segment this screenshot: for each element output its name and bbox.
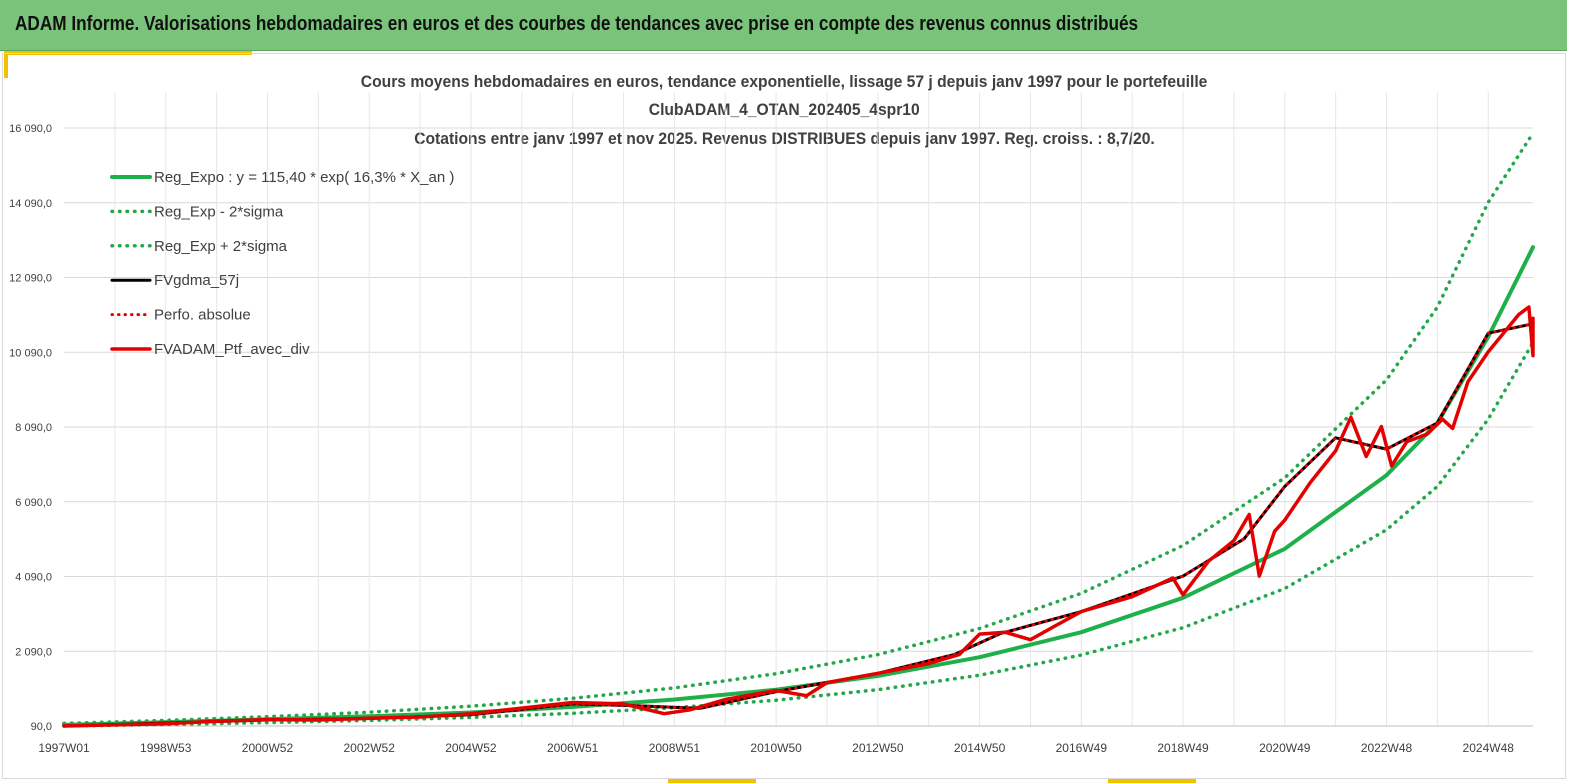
series-line-solid-red	[62, 305, 1535, 728]
x-tick-label: 2020W49	[1259, 741, 1311, 755]
axes: 90,0 2 090,0 4 090,0 6 090,0 8 090,0 10 090,0…	[9, 123, 1533, 755]
x-tick-label: 2016W49	[1056, 741, 1108, 755]
series-line-dotted-green	[62, 131, 1535, 726]
chart-frame	[2, 53, 1566, 779]
chart-title-line-1: Cours moyens hebdomadaires en euros, ten…	[361, 72, 1208, 91]
accent-bar-left	[4, 51, 8, 78]
series-lines	[62, 131, 1535, 728]
report-title: ADAM Informe. Valorisations hebdomadaire…	[15, 13, 1139, 35]
x-tick-label: 2024W48	[1463, 741, 1515, 755]
x-tick-label: 2012W50	[852, 741, 904, 755]
legend-label: Perfo. absolue	[154, 307, 251, 324]
legend-label: FVADAM_Ptf_avec_div	[154, 341, 310, 358]
legend-label: Reg_Exp - 2*sigma	[154, 203, 284, 220]
y-tick-label: 4 090,0	[15, 572, 52, 584]
x-tick-label: 2008W51	[649, 741, 701, 755]
x-tick-label: 2002W52	[344, 741, 396, 755]
y-tick-label: 8 090,0	[15, 422, 52, 434]
y-tick-label: 10 090,0	[9, 347, 52, 359]
y-tick-label: 90,0	[31, 721, 52, 733]
legend-label: Reg_Expo : y = 115,40 * exp( 16,3% * X_a…	[154, 169, 454, 186]
series-line-dotted-red	[62, 322, 1535, 728]
y-tick-label: 2 090,0	[15, 646, 52, 658]
x-tick-label: 1997W01	[38, 741, 90, 755]
chart-title-line-3: Cotations entre janv 1997 et nov 2025. R…	[414, 129, 1155, 148]
legend-label: Reg_Exp + 2*sigma	[154, 238, 288, 255]
legend-label: FVgdma_57j	[154, 272, 239, 289]
series-line-solid-black	[62, 322, 1535, 728]
chart-title-line-2: ClubADAM_4_OTAN_202405_4spr10	[649, 100, 920, 119]
x-tick-label: 2022W48	[1361, 741, 1413, 755]
accent-bar-bottom-1	[668, 779, 756, 783]
y-tick-label: 14 090,0	[9, 198, 52, 210]
x-tick-label: 2010W50	[750, 741, 802, 755]
x-tick-label: 1998W53	[140, 741, 192, 755]
legend: Reg_Expo : y = 115,40 * exp( 16,3% * X_a…	[110, 169, 454, 358]
x-tick-label: 2006W51	[547, 741, 599, 755]
series-line-dotted-green	[62, 340, 1535, 728]
x-tick-label: 2004W52	[445, 741, 497, 755]
grid-lines	[64, 92, 1533, 727]
x-tick-label: 2014W50	[954, 741, 1006, 755]
x-tick-label: 2018W49	[1157, 741, 1209, 755]
y-tick-label: 6 090,0	[15, 497, 52, 509]
report-banner: ADAM Informe. Valorisations hebdomadaire…	[0, 0, 1567, 51]
y-tick-label: 16 090,0	[9, 123, 52, 135]
accent-bar-bottom-2	[1108, 779, 1196, 783]
series-line-solid-green	[62, 245, 1535, 727]
y-tick-label: 12 090,0	[9, 273, 52, 285]
x-tick-label: 2000W52	[242, 741, 294, 755]
